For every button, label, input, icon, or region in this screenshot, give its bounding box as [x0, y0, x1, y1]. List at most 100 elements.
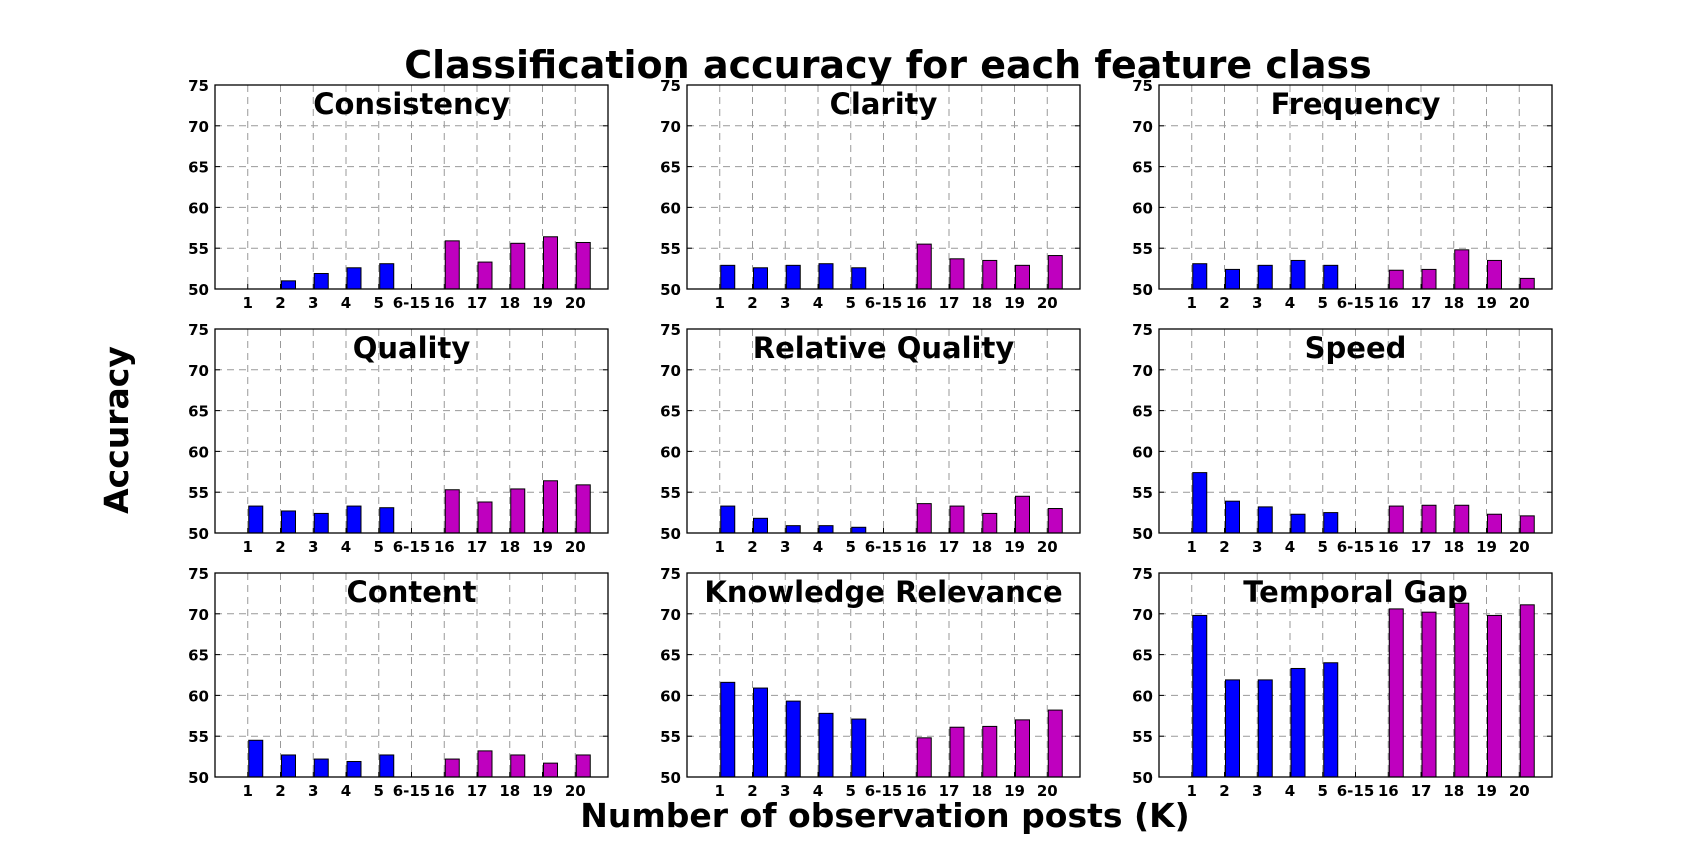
- bar-20: [1047, 255, 1063, 290]
- figure-x-axis-label: Number of observation posts (K): [580, 796, 1189, 835]
- x-tick-label: 20: [1037, 294, 1058, 312]
- y-tick-label: 50: [660, 281, 681, 299]
- y-tick-label: 50: [660, 769, 681, 787]
- x-tick-label: 5: [846, 782, 856, 800]
- x-tick-label: 1: [1187, 538, 1197, 556]
- panel-quality: 50 55 60 65 70 75 1 2 3 4 5 6-15 16 17 18 19 20 Quality: [188, 321, 609, 556]
- bar-4: [346, 505, 362, 534]
- bar-3: [1257, 679, 1273, 778]
- y-tick-label: 70: [188, 362, 209, 380]
- bar-17: [949, 258, 965, 290]
- y-tick-label: 75: [1132, 565, 1153, 583]
- bar-16: [1388, 269, 1404, 290]
- x-tick-label: 1: [715, 294, 725, 312]
- bar-3: [313, 272, 329, 290]
- x-tick-label: 16: [906, 538, 927, 556]
- figure-y-axis-label: Accuracy: [97, 346, 136, 514]
- x-tick-label: 3: [308, 538, 318, 556]
- bar-4: [818, 263, 834, 290]
- plot-frame: [686, 328, 1081, 534]
- bar-4: [1290, 667, 1306, 778]
- bar-2: [281, 280, 296, 290]
- plot-frame: [214, 84, 609, 290]
- x-tick-label: 17: [1411, 294, 1432, 312]
- y-tick-label: 55: [1132, 484, 1153, 502]
- x-tick-label: 16: [434, 538, 455, 556]
- bar-5: [851, 526, 867, 534]
- bar-17: [949, 505, 965, 534]
- bar-20: [575, 484, 591, 534]
- figure-title: Classification accuracy for each feature…: [404, 43, 1372, 87]
- bar-19: [543, 762, 558, 778]
- panel-title: Frequency: [1271, 87, 1441, 121]
- x-tick-label: 19: [1004, 782, 1025, 800]
- y-tick-label: 75: [1132, 321, 1153, 339]
- bar-19: [1487, 614, 1502, 778]
- y-tick-label: 75: [660, 77, 681, 95]
- y-tick-label: 50: [1132, 525, 1153, 543]
- x-tick-label: 5: [846, 294, 856, 312]
- y-tick-label: 50: [1132, 769, 1153, 787]
- bar-17: [477, 750, 493, 778]
- bar-16: [1388, 505, 1404, 534]
- bar-3: [313, 758, 329, 778]
- x-tick-label: 19: [1476, 782, 1497, 800]
- x-tick-label: 6-15: [1337, 538, 1375, 556]
- x-tick-label: 16: [1378, 294, 1399, 312]
- y-tick-label: 70: [1132, 606, 1153, 624]
- bar-3: [1257, 264, 1273, 290]
- bar-1: [1192, 614, 1208, 778]
- y-tick-label: 75: [660, 565, 681, 583]
- x-tick-label: 2: [1219, 294, 1229, 312]
- bar-5: [379, 263, 395, 290]
- panel-consistency: 50 55 60 65 70 75 1 2 3 4 5 6-15 16 17 18 19 20 Consisten…: [188, 77, 609, 312]
- bar-19: [1015, 719, 1030, 778]
- x-tick-label: 20: [565, 538, 586, 556]
- plot-frame: [214, 572, 609, 778]
- x-tick-label: 19: [1476, 294, 1497, 312]
- x-tick-label: 6-15: [1337, 782, 1375, 800]
- bar-18: [982, 259, 998, 290]
- x-tick-label: 6-15: [865, 538, 903, 556]
- plot-frame: [686, 572, 1081, 778]
- x-tick-label: 18: [971, 782, 992, 800]
- y-tick-label: 55: [1132, 240, 1153, 258]
- x-tick-label: 2: [1219, 782, 1229, 800]
- x-tick-label: 16: [1378, 538, 1399, 556]
- x-tick-label: 4: [1285, 294, 1295, 312]
- x-tick-label: 18: [499, 294, 520, 312]
- x-tick-label: 17: [939, 782, 960, 800]
- x-tick-label: 1: [715, 538, 725, 556]
- bar-19: [543, 236, 558, 290]
- x-tick-label: 19: [1004, 294, 1025, 312]
- y-tick-label: 65: [660, 403, 681, 421]
- y-tick-label: 65: [188, 647, 209, 665]
- y-tick-label: 70: [1132, 362, 1153, 380]
- y-tick-label: 65: [1132, 159, 1153, 177]
- y-tick-label: 75: [188, 77, 209, 95]
- bar-5: [851, 267, 867, 290]
- y-tick-label: 65: [660, 647, 681, 665]
- y-tick-label: 65: [1132, 647, 1153, 665]
- bar-17: [1421, 268, 1437, 290]
- x-tick-label: 3: [1252, 294, 1262, 312]
- bar-1: [720, 681, 736, 778]
- bar-18: [982, 512, 998, 534]
- x-tick-label: 4: [341, 294, 351, 312]
- y-tick-label: 60: [1132, 687, 1153, 705]
- bar-20: [1047, 709, 1063, 778]
- bar-3: [785, 700, 801, 778]
- x-tick-label: 17: [939, 294, 960, 312]
- panel-title: Clarity: [830, 87, 938, 121]
- x-tick-label: 5: [1318, 294, 1328, 312]
- bar-1: [1192, 263, 1208, 290]
- y-tick-label: 55: [188, 728, 209, 746]
- x-tick-label: 6-15: [1337, 294, 1375, 312]
- y-tick-label: 70: [188, 606, 209, 624]
- panel-title: Temporal Gap: [1243, 575, 1468, 609]
- bar-18: [1454, 504, 1470, 534]
- y-tick-label: 60: [1132, 443, 1153, 461]
- bar-20: [1519, 604, 1535, 778]
- y-tick-label: 70: [188, 118, 209, 136]
